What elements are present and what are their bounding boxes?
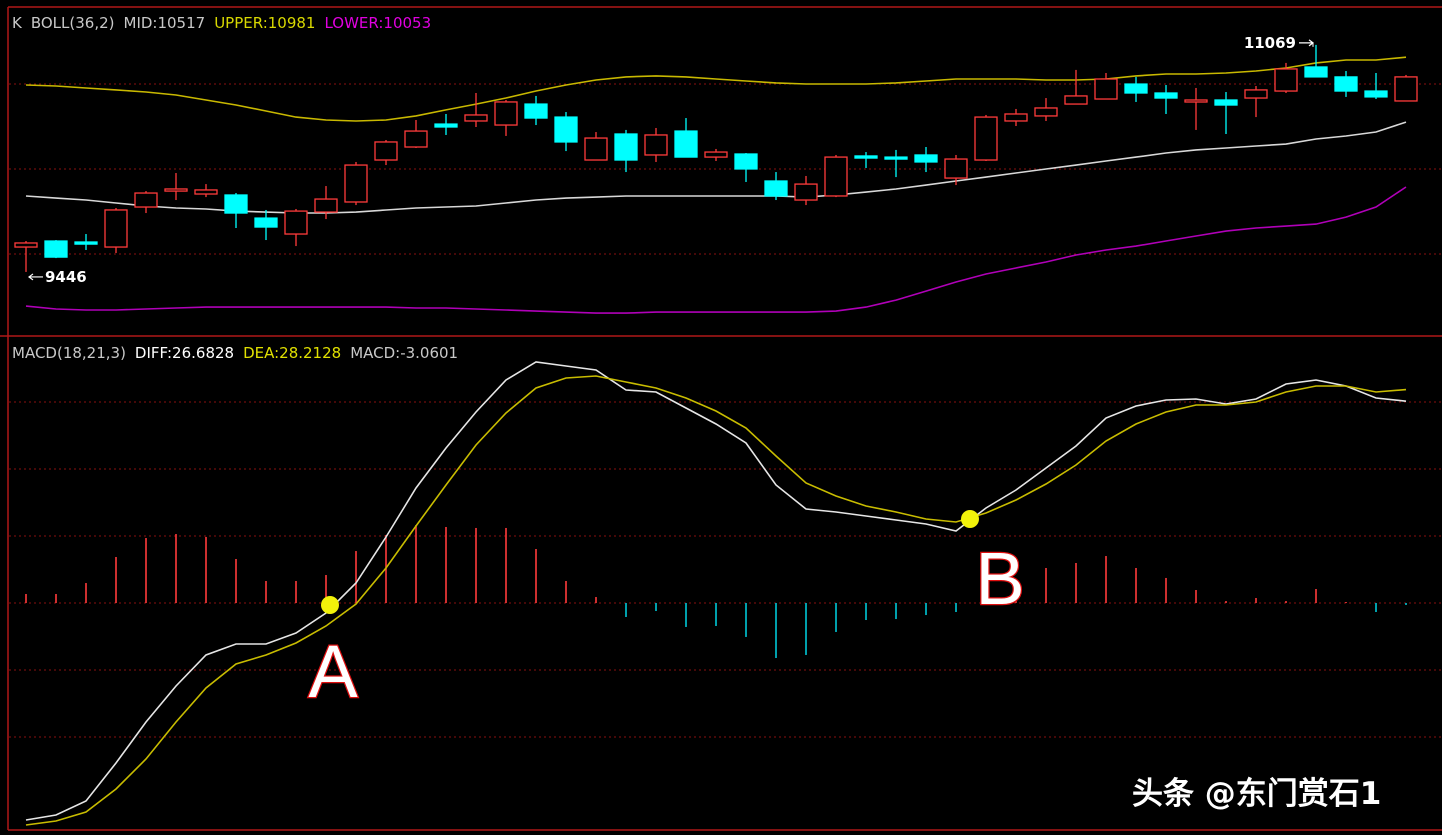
candle-body <box>1364 90 1388 98</box>
candle-body <box>254 217 278 228</box>
frame <box>0 6 1442 831</box>
grid <box>9 83 1442 738</box>
candle-body <box>524 103 548 119</box>
candle-body <box>164 188 188 192</box>
legend-text: DIFF:26.6828 <box>135 344 234 362</box>
candle-body <box>1274 68 1298 92</box>
candle-body <box>884 156 908 160</box>
legend-text: LOWER:10053 <box>324 14 431 32</box>
candle-body <box>1064 95 1088 105</box>
indicator-line <box>25 56 1407 122</box>
watermark: 头条 @东门赏石1 <box>1132 776 1381 812</box>
candle-body <box>104 209 128 248</box>
candle-body <box>1154 92 1178 99</box>
indicator-line <box>25 186 1407 314</box>
annotation: A <box>308 630 358 713</box>
candle-body <box>1394 76 1418 102</box>
candle-body <box>194 189 218 195</box>
plot-area: 11069 9446 A B <box>14 34 1418 826</box>
candle-body <box>764 180 788 197</box>
cross-marker <box>321 596 339 614</box>
legend-text: DEA:28.2128 <box>243 344 341 362</box>
legend-text: MACD(18,21,3) <box>12 344 126 362</box>
candle-body <box>14 242 38 248</box>
candle-body <box>944 158 968 179</box>
candle-body <box>374 141 398 161</box>
candle-body <box>584 137 608 161</box>
candle-body <box>644 134 668 156</box>
candle-body <box>614 133 638 161</box>
candle-body <box>1094 78 1118 100</box>
candle-body <box>1334 76 1358 92</box>
candle-body <box>404 130 428 148</box>
legend-text: UPPER:10981 <box>214 14 315 32</box>
candle-body <box>74 241 98 245</box>
min-label: 9446 <box>45 268 87 286</box>
max-arrow <box>1299 39 1314 47</box>
candle-body <box>974 116 998 161</box>
candle-body <box>464 114 488 122</box>
max-label: 11069 <box>1244 34 1296 52</box>
legend-text: MID:10517 <box>124 14 206 32</box>
indicator-line <box>25 361 1407 821</box>
candle-body <box>1124 83 1148 94</box>
candle-body <box>794 183 818 201</box>
indicator-line <box>25 375 1407 826</box>
min-arrow <box>28 273 43 281</box>
annotation: B <box>975 537 1024 620</box>
candle-body <box>914 154 938 163</box>
candle-body <box>434 123 458 128</box>
candle-body <box>134 192 158 208</box>
legend-text: K <box>12 14 23 32</box>
candle-body <box>494 101 518 126</box>
indicator-line <box>25 121 1407 214</box>
cross-marker <box>961 510 979 528</box>
candle-body <box>1304 66 1328 78</box>
candle-body <box>344 164 368 203</box>
candle-body <box>824 156 848 197</box>
candle-body <box>854 155 878 159</box>
candle-body <box>704 151 728 158</box>
legend-text: BOLL(36,2) <box>31 14 115 32</box>
candle-body <box>284 210 308 235</box>
candle-body <box>1244 89 1268 99</box>
candle-body <box>554 116 578 143</box>
legend-text: MACD:-3.0601 <box>350 344 458 362</box>
candle-body <box>1184 99 1208 103</box>
candle-body <box>1034 107 1058 117</box>
candle-body <box>224 194 248 214</box>
candle-body <box>1214 99 1238 106</box>
candle-body <box>44 240 68 258</box>
candle-body <box>1004 113 1028 122</box>
candle-body <box>314 198 338 213</box>
candle-body <box>674 130 698 158</box>
candle-body <box>734 153 758 170</box>
